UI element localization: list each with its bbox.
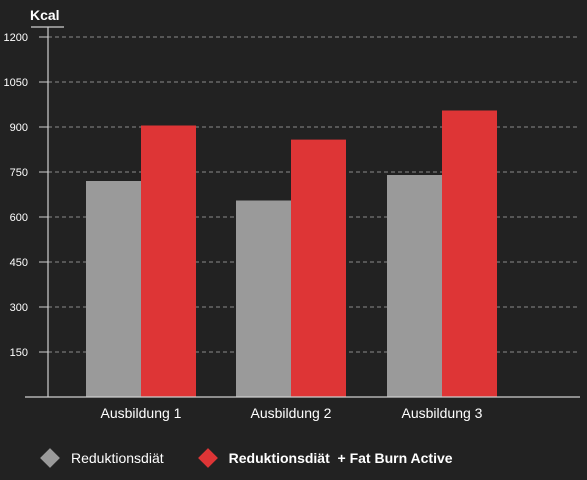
legend-diamond-icon-gray bbox=[40, 448, 60, 468]
y-tick-label-300: 300 bbox=[10, 302, 28, 314]
y-tick-label-1050: 1050 bbox=[4, 77, 28, 89]
x-category-label-1: Ausbildung 1 bbox=[101, 405, 182, 421]
legend-label-series-2: Reduktionsdiät + Fat Burn Active bbox=[228, 450, 453, 466]
y-tick-label-150: 150 bbox=[10, 347, 28, 359]
bar-series-2-cat-1 bbox=[141, 125, 196, 397]
x-category-label-2: Ausbildung 2 bbox=[251, 405, 332, 421]
y-tick-label-1200: 1200 bbox=[4, 32, 28, 44]
bar-series-1-cat-2 bbox=[236, 200, 291, 397]
x-category-label-3: Ausbildung 3 bbox=[402, 405, 483, 421]
y-tick-label-900: 900 bbox=[10, 122, 28, 134]
legend-label-series-1: Reduktionsdiät bbox=[71, 450, 164, 466]
legend-diamond-icon-red bbox=[197, 448, 218, 468]
legend-item-series-2: Reduktionsdiät + Fat Burn Active bbox=[197, 448, 453, 468]
y-tick-label-600: 600 bbox=[10, 212, 28, 224]
y-axis-unit-label: Kcal bbox=[30, 7, 60, 23]
legend-item-series-1: Reduktionsdiät bbox=[40, 448, 164, 468]
bar-series-1-cat-3 bbox=[387, 175, 442, 397]
bar-series-1-cat-1 bbox=[86, 181, 141, 397]
legend: Reduktionsdiät Reduktionsdiät + Fat Burn… bbox=[40, 446, 453, 470]
bar-series-2-cat-3 bbox=[442, 110, 497, 397]
bar-series-2-cat-2 bbox=[291, 139, 346, 397]
y-tick-label-750: 750 bbox=[10, 167, 28, 179]
y-tick-label-450: 450 bbox=[10, 257, 28, 269]
